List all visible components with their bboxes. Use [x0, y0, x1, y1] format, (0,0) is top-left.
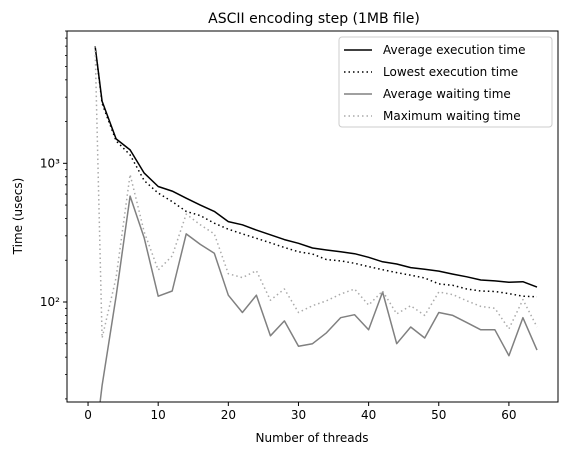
x-axis: 0 10 20 30 40 50 60: [84, 402, 517, 422]
series-line-3: [99, 195, 538, 402]
series-line-2: [94, 46, 538, 298]
x-tick-label: 40: [361, 408, 376, 422]
x-tick-label: 50: [431, 408, 446, 422]
plot-frame: [66, 30, 559, 403]
plot-area: [94, 46, 538, 402]
chart-title: ASCII encoding step (1MB file): [208, 11, 420, 27]
legend: Average execution time Lowest execution t…: [338, 36, 553, 128]
y-axis-label: Time (usecs): [11, 178, 25, 256]
legend-label: Average waiting time: [383, 87, 511, 101]
y-axis: 10² 10³: [40, 30, 67, 400]
legend-label: Maximum waiting time: [383, 109, 521, 123]
legend-box: [338, 36, 553, 128]
x-tick-label: 30: [291, 408, 306, 422]
series-line-1: [94, 46, 538, 288]
y-tick-label: 10²: [40, 295, 60, 309]
y-tick-label: 10³: [40, 156, 60, 170]
x-tick-label: 20: [221, 408, 236, 422]
x-tick-label: 0: [84, 408, 92, 422]
legend-label: Lowest execution time: [383, 65, 518, 79]
x-axis-label: Number of threads: [256, 431, 369, 445]
x-tick-label: 10: [151, 408, 166, 422]
x-tick-label: 60: [501, 408, 516, 422]
legend-label: Average execution time: [383, 43, 526, 57]
